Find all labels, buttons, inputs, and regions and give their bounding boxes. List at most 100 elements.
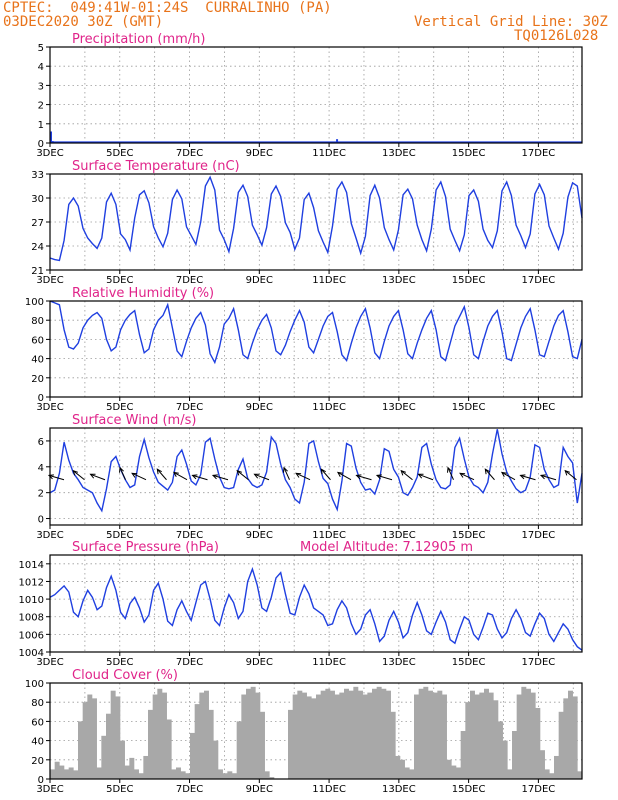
cloud-cover-bar (395, 755, 401, 779)
precip-bar (336, 139, 339, 143)
x-tick-label: 15DEC (452, 275, 486, 286)
x-tick-label: 3DEC (36, 402, 63, 413)
cloud-cover-bar (250, 686, 256, 779)
cloud-cover-bar (185, 773, 191, 779)
x-tick-label: 17DEC (522, 275, 556, 286)
cloud-cover-bar (568, 690, 573, 779)
wind-arrow-head (191, 474, 198, 480)
y-tick-label: 0 (38, 515, 44, 526)
x-tick-label: 3DEC (36, 148, 63, 159)
panel-title: Surface Wind (m/s) (72, 413, 196, 428)
cloud-cover-bar (451, 765, 457, 779)
x-tick-label: 17DEC (522, 402, 556, 413)
cloud-cover-bar (204, 690, 209, 779)
cloud-cover-bar (540, 750, 545, 779)
y-tick-label: 1008 (19, 613, 44, 624)
x-tick-label: 7DEC (176, 402, 203, 413)
y-tick-label: 40 (31, 355, 44, 366)
precip-bar (50, 131, 52, 143)
wind-arrow-head (564, 469, 571, 476)
y-tick-label: 80 (31, 316, 44, 327)
cloud-cover-bar (82, 702, 88, 779)
forecast-date: 03DEC2020 30Z (GMT) (3, 14, 164, 30)
wind-arrow-head (447, 466, 452, 473)
cloud-cover-bar (87, 694, 93, 779)
wind-arrow-head (211, 474, 218, 480)
cloud-cover-bar (138, 773, 144, 779)
y-tick-label: 0 (38, 775, 44, 786)
cloud-cover-bar (558, 711, 564, 779)
y-tick-label: 5 (38, 43, 44, 54)
wind-arrow (192, 474, 208, 481)
cloud-cover-bar (572, 696, 578, 779)
cloud-cover-bar (530, 692, 536, 779)
cloud-cover-bar (526, 688, 531, 779)
y-tick-label: 80 (31, 698, 44, 709)
y-tick-label: 40 (31, 737, 44, 748)
cloud-cover-bar (152, 694, 158, 779)
cloud-cover-bar (255, 692, 261, 779)
cloud-cover-bar (423, 686, 429, 779)
cloud-cover-bar (143, 755, 149, 779)
wind-arrow-head (355, 474, 362, 480)
wind-arrow-head (236, 469, 243, 476)
cloud-cover-bar (124, 765, 130, 779)
cloud-cover-bar (50, 769, 55, 779)
wind-arrow-head (283, 466, 288, 473)
x-tick-label: 11DEC (312, 148, 346, 159)
cloud-cover-bar (129, 757, 135, 779)
cloud-cover-bar (190, 732, 195, 779)
cloud-cover-bar (288, 709, 293, 779)
x-tick-label: 15DEC (452, 657, 486, 668)
cloud-cover-bar (460, 731, 466, 779)
cloud-cover-bar (353, 686, 359, 779)
cloud-cover-bar (446, 759, 452, 779)
cloud-cover-bar (302, 692, 307, 779)
cloud-cover-bar (325, 688, 331, 779)
wind-arrow (459, 472, 475, 481)
panel-title: Relative Humidity (%) (72, 286, 214, 301)
x-tick-label: 9DEC (246, 402, 273, 413)
wind-arrow-head (519, 474, 526, 480)
x-tick-label: 9DEC (246, 657, 273, 668)
x-tick-label: 5DEC (106, 148, 133, 159)
cloud-cover-bar (493, 700, 499, 779)
cloud-cover-bar (502, 740, 508, 779)
wind-arrow-head (172, 471, 179, 478)
wind-arrow-head (119, 466, 124, 473)
wind-arrow-head (89, 473, 96, 479)
x-tick-label: 13DEC (382, 530, 416, 541)
x-tick-label: 9DEC (246, 530, 273, 541)
y-tick-label: 1 (38, 120, 44, 131)
cloud-cover-bar (381, 688, 387, 779)
cloud-cover-bar (320, 690, 326, 779)
wind-arrow (418, 473, 434, 481)
y-tick-label: 3 (38, 81, 44, 92)
x-tick-label: 15DEC (452, 784, 486, 795)
wind-arrow (295, 472, 311, 481)
cloud-cover-bar (535, 707, 541, 779)
y-tick-label: 20 (31, 756, 44, 767)
model-altitude-label: Model Altitude: 7.12905 m (300, 540, 473, 555)
cloud-cover-bar (418, 688, 424, 779)
cloud-cover-bar (386, 690, 391, 779)
cloud-cover-bar (292, 694, 298, 779)
cloud-cover-bar (199, 692, 205, 779)
series-line (49, 566, 583, 651)
wind-arrow (540, 474, 557, 481)
wind-arrow (254, 473, 270, 481)
y-tick-label: 60 (31, 335, 44, 346)
cloud-cover-bar (306, 696, 312, 779)
wind-arrow-head (375, 474, 382, 480)
cloud-cover-bar (512, 731, 517, 779)
x-tick-label: 7DEC (176, 148, 203, 159)
cloud-cover-bar (470, 690, 475, 779)
x-tick-label: 7DEC (176, 657, 203, 668)
x-tick-label: 5DEC (106, 657, 133, 668)
wind-arrow-head (539, 474, 546, 480)
cloud-cover-bar (544, 769, 550, 779)
y-tick-label: 60 (31, 717, 44, 728)
y-tick-label: 2 (38, 489, 44, 500)
y-tick-label: 20 (31, 374, 44, 385)
x-tick-label: 11DEC (312, 530, 346, 541)
